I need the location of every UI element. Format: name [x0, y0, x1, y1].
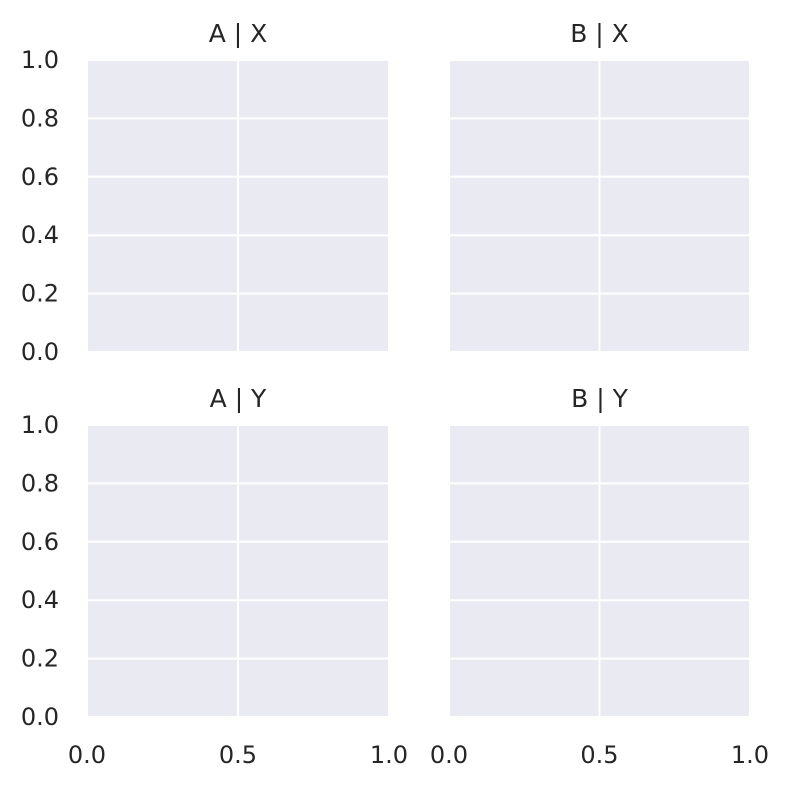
- facet-panel-2: B | X: [448, 19, 751, 353]
- y-tick-label: 0.0: [21, 338, 59, 366]
- y-tick-label: 0.4: [21, 586, 59, 614]
- x-tick-label: 1.0: [370, 741, 408, 769]
- panel-title: A | Y: [210, 384, 267, 413]
- y-tick-label: 0.8: [21, 104, 59, 132]
- y-tick-label: 0.6: [21, 528, 59, 556]
- y-tick-label: 1.0: [21, 46, 59, 74]
- x-tick-label: 0.5: [219, 741, 257, 769]
- panel-title: B | Y: [571, 384, 628, 413]
- y-tick-label: 0.8: [21, 469, 59, 497]
- facet-panel-4: B | Y 0.0 0.5 1.0: [430, 384, 769, 769]
- y-tick-label: 1.0: [21, 411, 59, 439]
- y-tick-label: 0.2: [21, 645, 59, 673]
- panel-title: A | X: [209, 19, 268, 48]
- y-tick-label: 0.0: [21, 703, 59, 731]
- x-tick-label: 0.0: [430, 741, 468, 769]
- x-tick-label: 0.0: [68, 741, 106, 769]
- facet-panel-1: A | X 0.0 0.2 0.4 0.6 0.8 1.0: [21, 19, 390, 366]
- y-tick-label: 0.2: [21, 280, 59, 308]
- y-tick-label: 0.4: [21, 221, 59, 249]
- panel-title: B | X: [570, 19, 629, 48]
- facet-panel-3: A | Y 0.0 0.2 0.4 0.6 0.8 1.0 0.0 0.5 1.0: [21, 384, 408, 769]
- x-tick-label: 1.0: [731, 741, 769, 769]
- y-tick-label: 0.6: [21, 163, 59, 191]
- x-tick-label: 0.5: [580, 741, 618, 769]
